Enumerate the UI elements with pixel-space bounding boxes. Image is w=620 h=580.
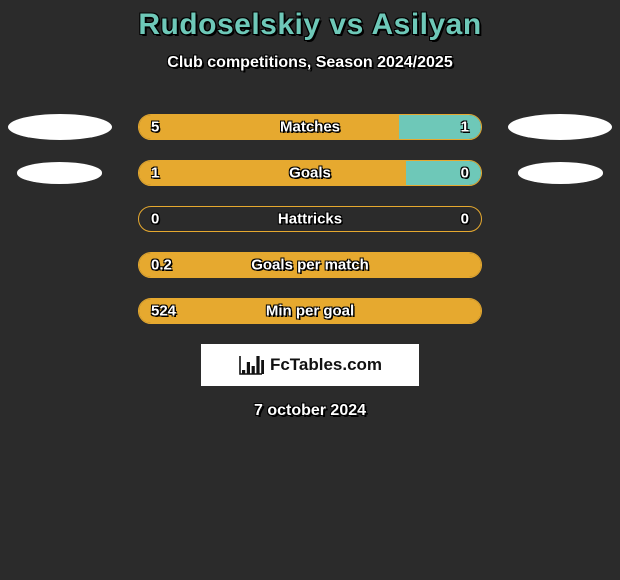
player-ellipse-left [17, 162, 102, 183]
stat-row: Matches 5 1 [0, 114, 620, 140]
stat-label: Min per goal [266, 303, 354, 320]
stats-list: Matches 5 1 Goals 1 0 Hattricks 0 0 Goals per mat… [0, 114, 620, 324]
stat-value-right: 0 [461, 211, 469, 228]
stat-row: Min per goal 524 [0, 298, 620, 324]
page-title: Rudoselskiy vs Asilyan [0, 8, 620, 42]
stat-bar-right-fill [406, 161, 481, 185]
brand-text: FcTables.com [270, 355, 382, 375]
stat-bar: Goals 1 0 [138, 160, 482, 186]
stat-value-left: 0 [151, 211, 159, 228]
subtitle: Club competitions, Season 2024/2025 [0, 54, 620, 72]
stat-row: Goals 1 0 [0, 160, 620, 186]
stat-value-left: 5 [151, 119, 159, 136]
comparison-widget: Rudoselskiy vs Asilyan Club competitions… [0, 0, 620, 420]
stat-row: Hattricks 0 0 [0, 206, 620, 232]
player-ellipse-right [518, 162, 603, 183]
stat-bar: Hattricks 0 0 [138, 206, 482, 232]
stat-value-right: 0 [461, 165, 469, 182]
player-ellipse-left [8, 114, 112, 140]
chart-icon [238, 354, 264, 376]
stat-value-left: 0.2 [151, 257, 172, 274]
stat-bar-left-fill [139, 161, 406, 185]
stat-value-right: 1 [461, 119, 469, 136]
stat-value-left: 1 [151, 165, 159, 182]
stat-bar: Min per goal 524 [138, 298, 482, 324]
stat-value-left: 524 [151, 303, 176, 320]
stat-label: Hattricks [278, 211, 342, 228]
stat-label: Matches [280, 119, 340, 136]
player-ellipse-right [508, 114, 612, 140]
stat-label: Goals [289, 165, 331, 182]
stat-bar: Goals per match 0.2 [138, 252, 482, 278]
stat-row: Goals per match 0.2 [0, 252, 620, 278]
stat-bar: Matches 5 1 [138, 114, 482, 140]
brand-box[interactable]: FcTables.com [201, 344, 419, 386]
stat-label: Goals per match [251, 257, 369, 274]
stat-bar-left-fill [139, 115, 399, 139]
date-text: 7 october 2024 [0, 402, 620, 420]
